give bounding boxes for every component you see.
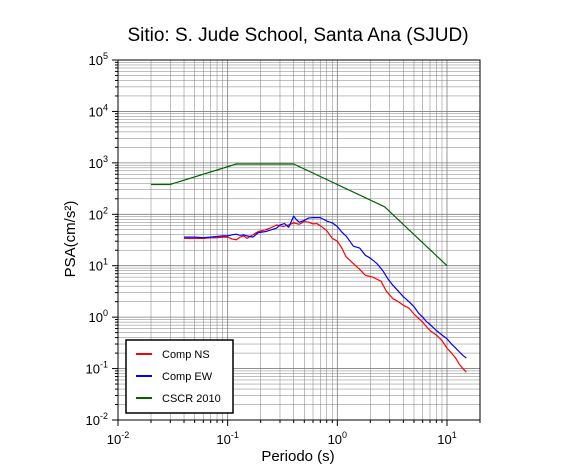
series-group (151, 163, 467, 373)
y-tick-label: 105 (89, 51, 108, 68)
x-tick-label: 100 (328, 430, 347, 447)
legend-label-1: Comp EW (162, 371, 213, 383)
y-axis-label: PSA(cm/s²) (62, 201, 79, 278)
y-tick-label: 10-1 (86, 360, 108, 377)
chart-title: Sitio: S. Jude School, Santa Ana (SJUD) (127, 25, 468, 46)
y-tick-label: 103 (89, 154, 108, 171)
y-tick-label: 102 (89, 205, 108, 222)
x-tick-label: 101 (437, 430, 456, 447)
x-tick-label: 10-2 (107, 430, 129, 447)
series-line-0 (184, 221, 467, 373)
series-line-2 (151, 163, 448, 267)
y-tick-label: 104 (89, 102, 108, 119)
series-line-1 (184, 215, 467, 359)
legend: Comp NS Comp EW CSCR 2010 (125, 339, 234, 414)
x-tick-label: 10-1 (216, 430, 238, 447)
y-tick-label: 101 (89, 257, 108, 274)
ticks: 10-2 10-1 100 101 10-2 10-1 100 101 102 103 104 105 (86, 51, 481, 447)
legend-label-2: CSCR 2010 (162, 393, 221, 405)
grid (117, 59, 481, 421)
x-axis-label: Periodo (s) (261, 448, 334, 465)
y-tick-label: 10-2 (86, 411, 108, 428)
plot-frame (117, 59, 481, 421)
legend-label-0: Comp NS (162, 349, 210, 361)
y-tick-label: 100 (89, 308, 108, 325)
